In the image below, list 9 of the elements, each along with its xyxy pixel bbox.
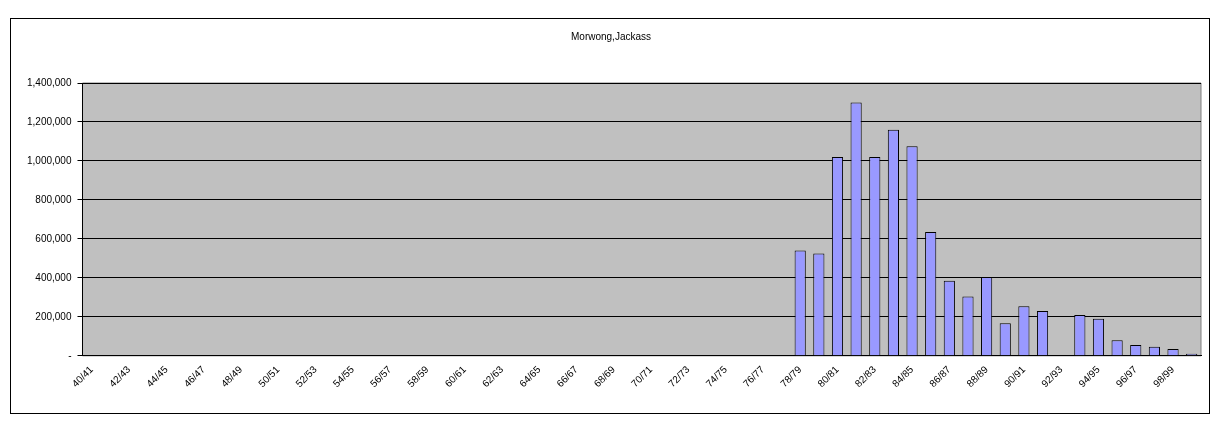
y-tick-label: 200,000 (35, 310, 72, 322)
y-tick-label: 800,000 (35, 193, 72, 205)
y-tick-label: 1,000,000 (26, 154, 72, 166)
chart-title: Morwong,Jackass (570, 30, 652, 42)
y-tick-label: 1,200,000 (26, 115, 72, 127)
y-tick-label: 400,000 (35, 271, 72, 283)
y-tick-label: 1,400,000 (26, 76, 72, 88)
y-tick-label: - (68, 349, 72, 361)
y-tick-label: 600,000 (35, 232, 72, 244)
